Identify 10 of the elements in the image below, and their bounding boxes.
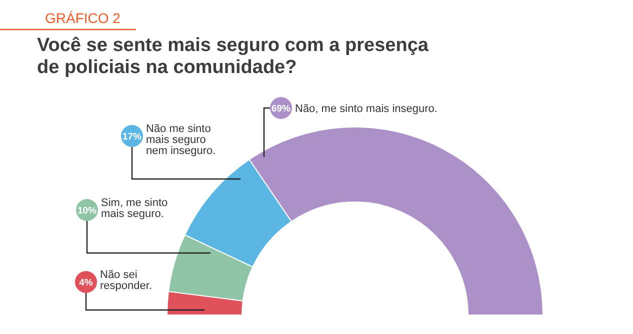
data-label: 69% (271, 104, 292, 114)
legend-label: Não sei responder. (100, 269, 152, 292)
data-label: 4% (79, 278, 94, 288)
legend-label: Não, me sinto mais inseguro. (295, 103, 438, 115)
chart-subtitle: Você se sente mais seguro com a presença de policiais na comunidade? (37, 35, 429, 78)
chart-title: GRÁFICO 2 (45, 10, 121, 26)
legend-label: Não me sinto mais seguro nem inseguro. (146, 123, 216, 157)
data-label: 10% (77, 206, 98, 216)
data-label: 17% (122, 132, 142, 142)
legend-label: Sim, me sinto mais seguro. (101, 197, 168, 220)
